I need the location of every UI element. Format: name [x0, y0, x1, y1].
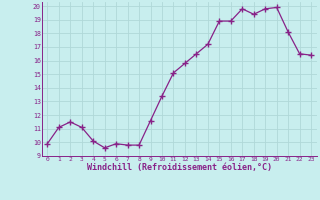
X-axis label: Windchill (Refroidissement éolien,°C): Windchill (Refroidissement éolien,°C) — [87, 163, 272, 172]
